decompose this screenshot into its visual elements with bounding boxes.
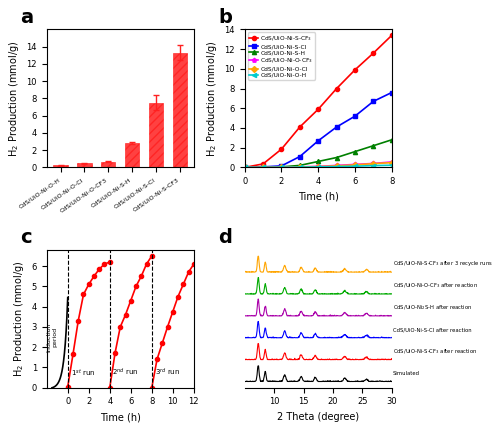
Line: CdS/UiO-Ni-S-CF$_3$: CdS/UiO-Ni-S-CF$_3$ <box>242 33 394 169</box>
Text: 3$^{rd}$ run: 3$^{rd}$ run <box>155 366 180 378</box>
CdS/UiO-Ni-O-CF$_3$ <box>278 165 284 170</box>
CdS/UiO-Ni-S-H <box>370 143 376 148</box>
Text: Induction
period: Induction period <box>46 322 58 352</box>
CdS/UiO-Ni-O-CF$_3$ <box>260 165 266 170</box>
CdS/UiO-Ni-S-Cl <box>260 164 266 169</box>
CdS/UiO-Ni-O-Cl <box>370 161 376 166</box>
CdS/UiO-Ni-O-Cl <box>242 165 248 170</box>
CdS/UiO-Ni-O-CF$_3$ <box>297 164 303 169</box>
CdS/UiO-Ni-S-CF$_3$ <box>388 33 394 38</box>
Text: CdS/UiO-Ni$_2$S-H after reaction: CdS/UiO-Ni$_2$S-H after reaction <box>393 303 472 312</box>
Bar <box>54 165 68 167</box>
CdS/UiO-Ni-O-H <box>242 165 248 170</box>
CdS/UiO-Ni-O-CF$_3$ <box>370 161 376 166</box>
CdS/UiO-Ni-O-H <box>334 164 340 169</box>
Line: CdS/UiO-Ni-O-CF$_3$: CdS/UiO-Ni-O-CF$_3$ <box>242 160 394 169</box>
Text: 2$^{nd}$ run: 2$^{nd}$ run <box>112 366 138 378</box>
Bar <box>173 53 187 167</box>
CdS/UiO-Ni-S-H <box>242 165 248 170</box>
Line: CdS/UiO-Ni-S-Cl: CdS/UiO-Ni-S-Cl <box>242 91 394 169</box>
CdS/UiO-Ni-S-CF$_3$ <box>315 107 321 112</box>
CdS/UiO-Ni-O-H <box>352 163 358 169</box>
X-axis label: 2 Theta (degree): 2 Theta (degree) <box>277 412 359 422</box>
Bar <box>101 162 116 167</box>
CdS/UiO-Ni-S-H <box>297 163 303 168</box>
CdS/UiO-Ni-O-H <box>260 165 266 170</box>
CdS/UiO-Ni-S-CF$_3$ <box>297 124 303 130</box>
CdS/UiO-Ni-S-Cl <box>315 138 321 143</box>
Text: CdS/UiO-Ni-S-CF$_3$ after 3 recycle runs: CdS/UiO-Ni-S-CF$_3$ after 3 recycle runs <box>393 260 493 269</box>
Y-axis label: H$_2$ Production (mmol/g): H$_2$ Production (mmol/g) <box>12 260 26 377</box>
Text: b: b <box>218 8 232 27</box>
Bar <box>149 103 163 167</box>
CdS/UiO-Ni-S-Cl <box>388 90 394 95</box>
Text: Simulated: Simulated <box>393 371 420 376</box>
CdS/UiO-Ni-S-Cl <box>352 114 358 119</box>
Text: CdS/UiO-Ni-S-CF$_3$ after reaction: CdS/UiO-Ni-S-CF$_3$ after reaction <box>393 347 477 356</box>
CdS/UiO-Ni-O-H <box>388 163 394 168</box>
CdS/UiO-Ni-S-H <box>334 155 340 160</box>
X-axis label: Time (h): Time (h) <box>100 412 140 422</box>
CdS/UiO-Ni-S-Cl <box>278 163 284 169</box>
CdS/UiO-Ni-O-CF$_3$ <box>334 163 340 168</box>
Text: 1$^{st}$ run: 1$^{st}$ run <box>71 367 96 378</box>
CdS/UiO-Ni-S-H <box>352 149 358 154</box>
CdS/UiO-Ni-O-H <box>315 164 321 169</box>
CdS/UiO-Ni-S-H <box>260 165 266 170</box>
CdS/UiO-Ni-O-H <box>297 165 303 170</box>
Y-axis label: H$_2$ Production (mmol/g): H$_2$ Production (mmol/g) <box>205 40 219 157</box>
Text: c: c <box>20 228 32 247</box>
CdS/UiO-Ni-S-Cl <box>370 99 376 104</box>
Y-axis label: H$_2$ Production (mmol/g): H$_2$ Production (mmol/g) <box>7 40 21 157</box>
Text: CdS/UiO-Ni-S-Cl after reaction: CdS/UiO-Ni-S-Cl after reaction <box>393 327 471 332</box>
CdS/UiO-Ni-O-Cl <box>278 165 284 170</box>
CdS/UiO-Ni-S-CF$_3$ <box>334 86 340 91</box>
CdS/UiO-Ni-S-CF$_3$ <box>278 147 284 152</box>
CdS/UiO-Ni-O-CF$_3$ <box>315 164 321 169</box>
CdS/UiO-Ni-O-CF$_3$ <box>242 165 248 170</box>
CdS/UiO-Ni-S-H <box>278 164 284 169</box>
Line: CdS/UiO-Ni-S-H: CdS/UiO-Ni-S-H <box>242 138 394 169</box>
CdS/UiO-Ni-O-H <box>278 165 284 170</box>
Line: CdS/UiO-Ni-O-Cl: CdS/UiO-Ni-O-Cl <box>242 160 394 169</box>
CdS/UiO-Ni-O-Cl <box>352 162 358 167</box>
CdS/UiO-Ni-S-CF$_3$ <box>352 67 358 73</box>
CdS/UiO-Ni-O-Cl <box>260 165 266 170</box>
Legend: CdS/UiO-Ni-S-CF$_3$, CdS/UiO-Ni-S-Cl, CdS/UiO-Ni-S-H, CdS/UiO-Ni-O-CF$_3$, CdS/U: CdS/UiO-Ni-S-CF$_3$, CdS/UiO-Ni-S-Cl, Cd… <box>248 32 315 80</box>
CdS/UiO-Ni-S-H <box>388 137 394 142</box>
CdS/UiO-Ni-S-CF$_3$ <box>260 161 266 166</box>
CdS/UiO-Ni-O-CF$_3$ <box>352 162 358 167</box>
CdS/UiO-Ni-O-Cl <box>315 164 321 169</box>
Text: CdS/UiO-Ni-O-CF$_3$ after reaction: CdS/UiO-Ni-O-CF$_3$ after reaction <box>393 281 478 290</box>
Line: CdS/UiO-Ni-O-H: CdS/UiO-Ni-O-H <box>242 163 394 169</box>
CdS/UiO-Ni-S-Cl <box>242 165 248 170</box>
Text: d: d <box>218 228 232 247</box>
Bar <box>78 163 92 167</box>
CdS/UiO-Ni-O-Cl <box>297 164 303 169</box>
CdS/UiO-Ni-S-Cl <box>334 124 340 130</box>
CdS/UiO-Ni-O-Cl <box>334 163 340 169</box>
CdS/UiO-Ni-S-Cl <box>297 154 303 159</box>
CdS/UiO-Ni-S-CF$_3$ <box>370 51 376 56</box>
CdS/UiO-Ni-S-CF$_3$ <box>242 165 248 170</box>
CdS/UiO-Ni-S-H <box>315 159 321 164</box>
Bar <box>125 143 140 167</box>
CdS/UiO-Ni-O-CF$_3$ <box>388 160 394 165</box>
X-axis label: Time (h): Time (h) <box>298 192 339 202</box>
CdS/UiO-Ni-O-Cl <box>388 160 394 165</box>
CdS/UiO-Ni-O-H <box>370 163 376 168</box>
Text: a: a <box>20 8 34 27</box>
